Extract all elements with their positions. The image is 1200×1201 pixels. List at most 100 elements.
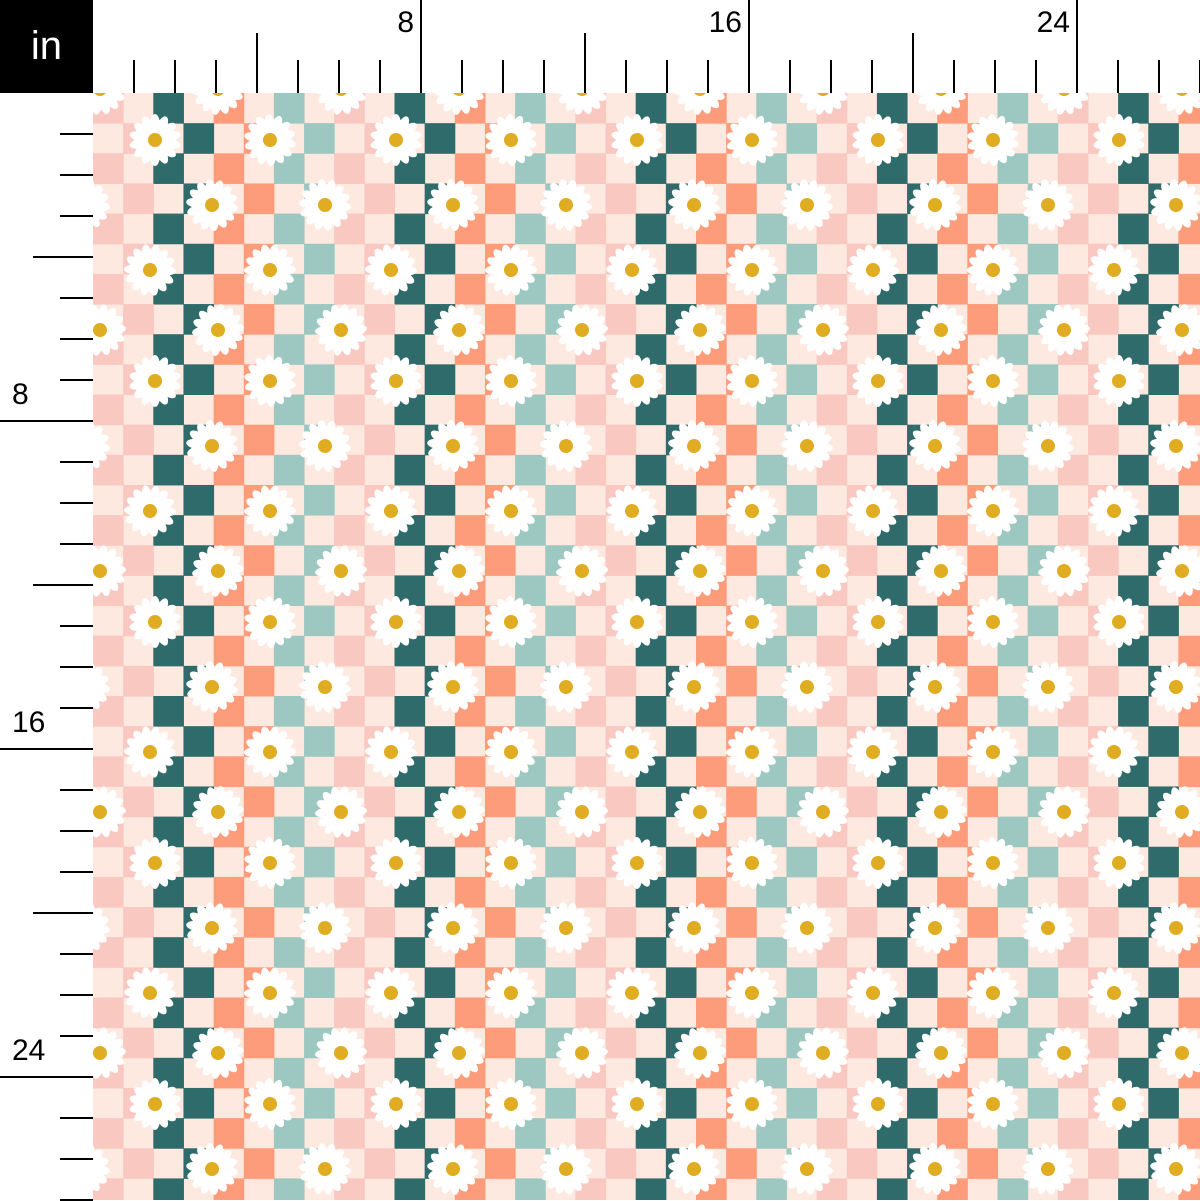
check-square <box>1088 1148 1119 1179</box>
check-square <box>817 515 848 546</box>
check-square <box>214 636 245 667</box>
check-square <box>786 967 817 998</box>
check-square <box>1028 123 1059 154</box>
check-square <box>575 756 606 787</box>
check-square <box>485 1028 516 1059</box>
check-square <box>455 395 486 426</box>
ruler-tick <box>707 60 709 93</box>
check-square <box>364 666 395 697</box>
check-square <box>1118 1178 1149 1200</box>
check-square <box>786 244 817 275</box>
ruler-tick <box>379 60 381 93</box>
daisy-center <box>871 615 885 629</box>
ruler-tick <box>625 60 627 93</box>
check-square <box>726 545 757 576</box>
check-square <box>847 183 878 214</box>
check-square <box>515 1178 546 1200</box>
daisy-center <box>148 615 162 629</box>
check-square <box>786 1088 817 1119</box>
check-square <box>575 1118 606 1149</box>
ruler-tick <box>60 830 93 832</box>
check-square <box>364 1148 395 1179</box>
daisy-center <box>630 856 644 870</box>
check-square <box>666 1088 697 1119</box>
check-square <box>244 1148 275 1179</box>
check-square <box>726 907 757 938</box>
check-square <box>1178 274 1200 305</box>
check-square <box>425 847 456 878</box>
ruler-tick <box>60 1117 93 1119</box>
check-square <box>123 183 154 214</box>
daisy-center <box>148 133 162 147</box>
check-square <box>364 907 395 938</box>
ruler-tick <box>912 33 914 93</box>
check-square <box>545 485 576 516</box>
ruler-tick <box>60 1035 93 1037</box>
daisy-center <box>630 615 644 629</box>
check-square <box>967 1028 998 1059</box>
check-square <box>847 425 878 456</box>
check-square <box>786 123 817 154</box>
check-square <box>1058 153 1089 184</box>
check-square <box>1058 1118 1089 1149</box>
check-square <box>575 395 606 426</box>
check-square <box>183 847 214 878</box>
check-square <box>937 274 968 305</box>
check-square <box>455 636 486 667</box>
daisy-center <box>389 374 403 388</box>
check-square <box>93 636 124 667</box>
check-square <box>998 937 1029 968</box>
check-square <box>756 455 787 486</box>
daisy-center <box>148 374 162 388</box>
check-square <box>1178 756 1200 787</box>
check-square <box>364 304 395 335</box>
check-square <box>847 304 878 335</box>
check-square <box>1028 1088 1059 1119</box>
check-square <box>214 515 245 546</box>
check-square <box>907 485 938 516</box>
check-square <box>1088 545 1119 576</box>
ruler-tick <box>60 994 93 996</box>
check-square <box>93 998 124 1029</box>
left-ruler-label: 8 <box>12 378 29 412</box>
check-square <box>877 214 908 245</box>
check-square <box>756 696 787 727</box>
check-square <box>1028 606 1059 637</box>
daisy-center <box>871 374 885 388</box>
daisy-center <box>630 133 644 147</box>
daisy-center <box>1112 1097 1126 1111</box>
check-square <box>967 1148 998 1179</box>
check-square <box>545 364 576 395</box>
check-square <box>425 726 456 757</box>
check-square <box>214 1118 245 1149</box>
check-square <box>1178 1118 1200 1149</box>
check-square <box>123 545 154 576</box>
daisy-center <box>1112 615 1126 629</box>
ruler-tick <box>420 0 422 93</box>
check-square <box>334 274 365 305</box>
check-square <box>515 455 546 486</box>
daisy-center <box>148 1097 162 1111</box>
check-square <box>636 214 667 245</box>
check-square <box>606 304 637 335</box>
check-square <box>967 666 998 697</box>
check-square <box>967 786 998 817</box>
check-square <box>606 183 637 214</box>
check-square <box>334 756 365 787</box>
check-square <box>847 786 878 817</box>
check-square <box>1148 244 1179 275</box>
check-square <box>937 515 968 546</box>
ruler-tick <box>60 543 93 545</box>
check-square <box>1178 395 1200 426</box>
daisy-center <box>1112 133 1126 147</box>
left-ruler-label: 16 <box>12 706 45 740</box>
daisy-center <box>1112 374 1126 388</box>
check-square <box>756 214 787 245</box>
check-square <box>696 274 727 305</box>
check-square <box>1148 123 1179 154</box>
check-square <box>1088 304 1119 335</box>
daisy-center <box>1112 856 1126 870</box>
check-square <box>575 636 606 667</box>
check-square <box>93 515 124 546</box>
check-square <box>967 304 998 335</box>
